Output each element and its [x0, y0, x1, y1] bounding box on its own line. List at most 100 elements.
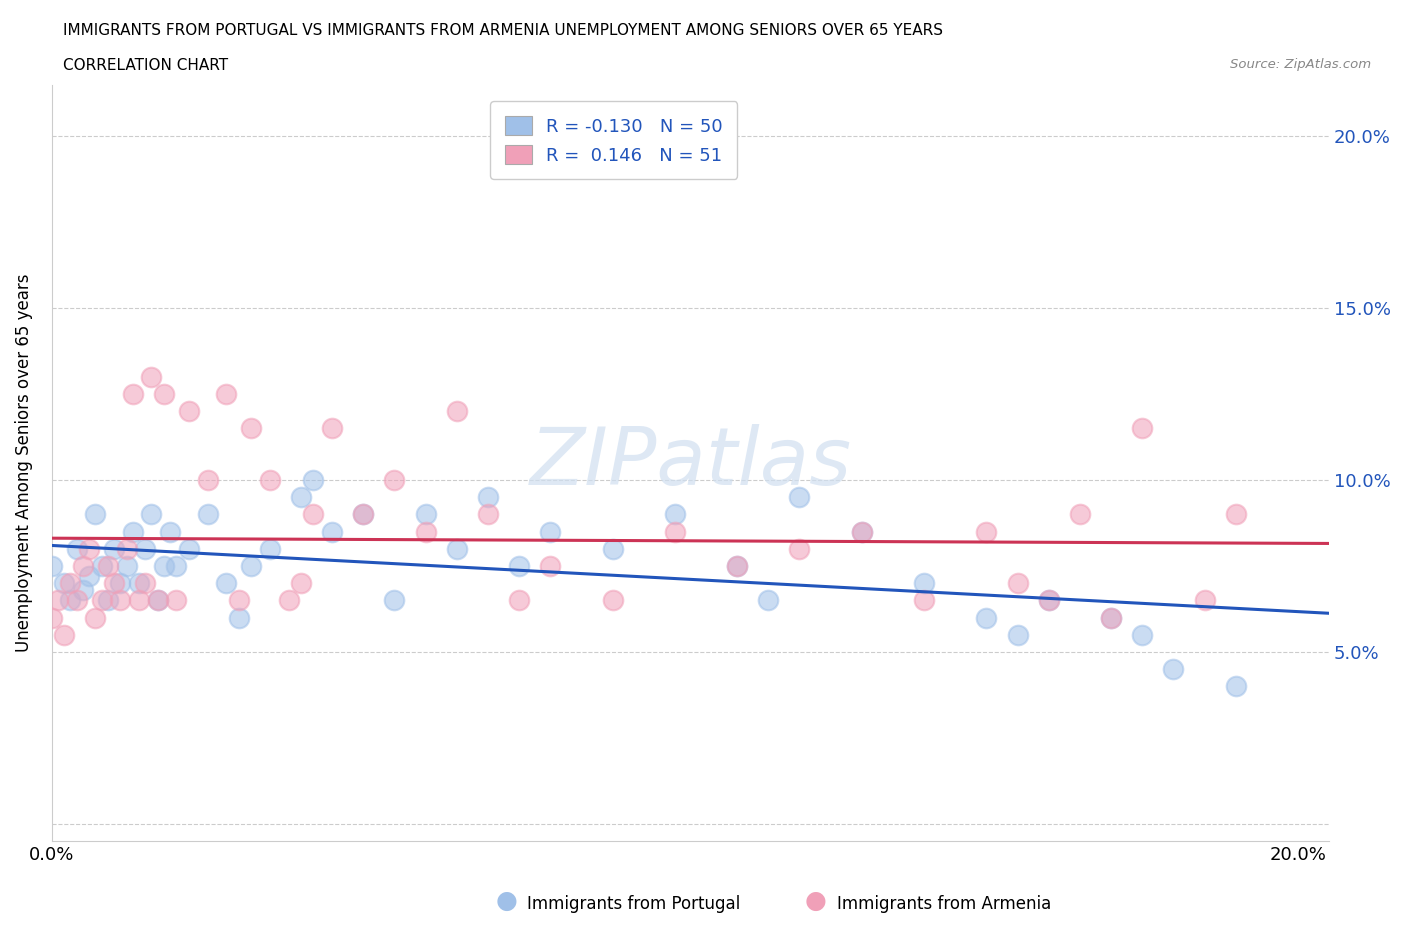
Point: [128, 576, 150, 591]
Point: [159, 525, 181, 539]
Point: [446, 541, 468, 556]
Point: [538, 559, 561, 574]
Point: [912, 593, 935, 608]
Point: [538, 525, 561, 539]
Point: [121, 387, 143, 402]
Point: [290, 490, 312, 505]
Point: [110, 576, 132, 591]
Text: Source: ZipAtlas.com: Source: ZipAtlas.com: [1230, 58, 1371, 71]
Point: [725, 559, 748, 574]
Point: [1007, 576, 1029, 591]
Point: [602, 593, 624, 608]
Text: Immigrants from Portugal: Immigrants from Portugal: [527, 896, 741, 913]
Text: ●: ●: [804, 889, 827, 913]
Text: CORRELATION CHART: CORRELATION CHART: [63, 58, 228, 73]
Point: [177, 404, 200, 418]
Point: [477, 490, 499, 505]
Text: IMMIGRANTS FROM PORTUGAL VS IMMIGRANTS FROM ARMENIA UNEMPLOYMENT AMONG SENIORS O: IMMIGRANTS FROM PORTUGAL VS IMMIGRANTS F…: [63, 23, 943, 38]
Point: [259, 541, 281, 556]
Point: [321, 525, 343, 539]
Point: [1038, 593, 1060, 608]
Point: [134, 541, 156, 556]
Point: [72, 559, 94, 574]
Point: [153, 559, 176, 574]
Point: [508, 559, 530, 574]
Point: [177, 541, 200, 556]
Point: [302, 472, 325, 487]
Point: [756, 593, 779, 608]
Point: [384, 593, 406, 608]
Point: [851, 525, 873, 539]
Y-axis label: Unemployment Among Seniors over 65 years: Unemployment Among Seniors over 65 years: [15, 273, 32, 652]
Point: [53, 628, 76, 643]
Point: [115, 559, 138, 574]
Point: [851, 525, 873, 539]
Point: [976, 610, 998, 625]
Point: [1194, 593, 1216, 608]
Point: [46, 593, 69, 608]
Point: [97, 559, 120, 574]
Point: [59, 593, 82, 608]
Point: [141, 369, 163, 384]
Point: [446, 404, 468, 418]
Point: [53, 576, 76, 591]
Point: [153, 387, 176, 402]
Point: [1163, 661, 1185, 676]
Point: [415, 507, 437, 522]
Point: [1099, 610, 1122, 625]
Point: [1225, 679, 1247, 694]
Point: [77, 569, 100, 584]
Point: [228, 593, 250, 608]
Point: [1130, 421, 1153, 436]
Point: [384, 472, 406, 487]
Point: [277, 593, 299, 608]
Point: [103, 576, 125, 591]
Point: [197, 472, 219, 487]
Point: [321, 421, 343, 436]
Point: [228, 610, 250, 625]
Point: [415, 525, 437, 539]
Point: [789, 490, 811, 505]
Point: [59, 576, 82, 591]
Point: [165, 559, 187, 574]
Point: [146, 593, 169, 608]
Point: [146, 593, 169, 608]
Point: [725, 559, 748, 574]
Point: [1038, 593, 1060, 608]
Point: [240, 559, 263, 574]
Point: [976, 525, 998, 539]
Point: [1130, 628, 1153, 643]
Text: ●: ●: [495, 889, 517, 913]
Point: [664, 525, 686, 539]
Point: [72, 582, 94, 597]
Point: [1007, 628, 1029, 643]
Point: [352, 507, 374, 522]
Point: [352, 507, 374, 522]
Point: [197, 507, 219, 522]
Point: [789, 541, 811, 556]
Point: [103, 541, 125, 556]
Point: [128, 593, 150, 608]
Point: [84, 610, 107, 625]
Point: [302, 507, 325, 522]
Point: [115, 541, 138, 556]
Point: [1225, 507, 1247, 522]
Point: [141, 507, 163, 522]
Point: [77, 541, 100, 556]
Point: [97, 593, 120, 608]
Point: [90, 559, 112, 574]
Point: [41, 559, 63, 574]
Point: [259, 472, 281, 487]
Point: [215, 387, 238, 402]
Point: [121, 525, 143, 539]
Point: [290, 576, 312, 591]
Point: [602, 541, 624, 556]
Point: [84, 507, 107, 522]
Point: [41, 610, 63, 625]
Legend: R = -0.130   N = 50, R =  0.146   N = 51: R = -0.130 N = 50, R = 0.146 N = 51: [491, 101, 737, 179]
Point: [664, 507, 686, 522]
Point: [165, 593, 187, 608]
Point: [912, 576, 935, 591]
Point: [240, 421, 263, 436]
Point: [66, 593, 89, 608]
